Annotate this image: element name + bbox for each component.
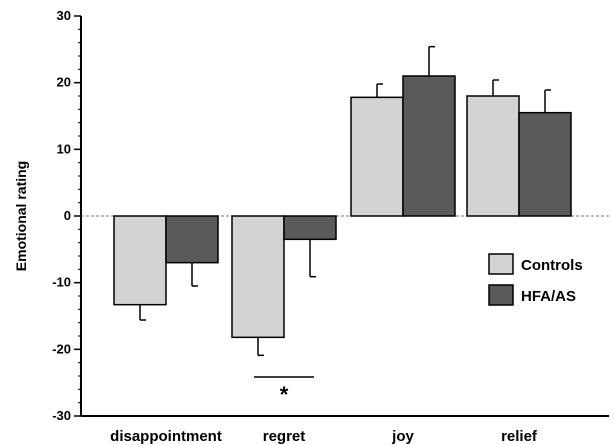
bars [113,45,572,357]
bar-disappointment-Controls [113,215,167,306]
y-tick-label: 10 [57,141,71,156]
bar-relief-HFA/AS [518,111,572,217]
labels: -30 -20 -10 0 10 20 30 Emotional rating disappoi… [13,8,538,445]
bar-joy-HFA/AS [402,75,456,217]
bar-relief-Controls [466,95,520,217]
bar-disappointment-HFA/AS [165,215,219,264]
legend: Controls HFA/AS [488,253,583,306]
legend-swatch-HFA/AS [488,284,514,306]
bar-regret-Controls [231,215,285,339]
x-category-label: regret [263,428,306,445]
legend-label-Controls: Controls [521,257,583,274]
y-tick-label: 20 [57,75,71,90]
x-category-label: joy [391,428,414,445]
y-tick-label: -10 [52,275,71,290]
y-axis-label: Emotional rating [13,161,29,271]
bar-regret-HFA/AS [283,215,337,241]
x-category-label: relief [501,428,538,445]
legend-swatch-Controls [488,253,514,275]
y-tick-label: 0 [64,208,71,223]
y-tick-label: 30 [57,8,71,23]
bar-joy-Controls [350,96,404,217]
y-tick-label: -20 [52,341,71,356]
significance-star: * [280,382,289,407]
y-tick-label: -30 [52,408,71,423]
x-category-label: disappointment [110,428,222,445]
legend-label-HFA/AS: HFA/AS [521,288,576,305]
